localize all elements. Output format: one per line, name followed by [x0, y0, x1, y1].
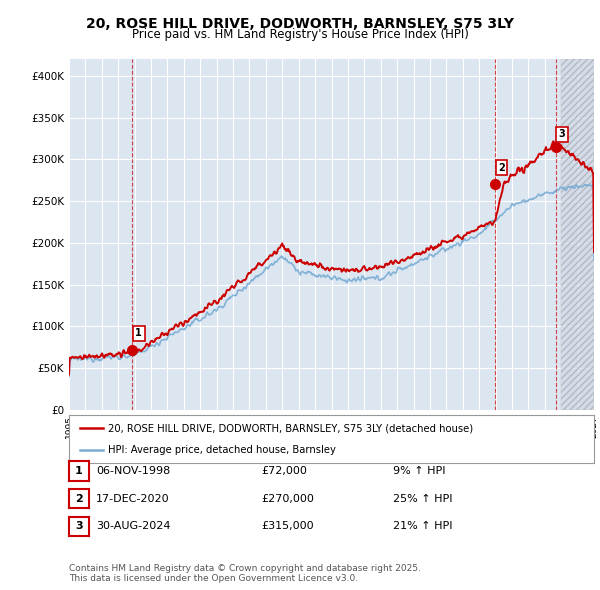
Text: £270,000: £270,000 — [261, 494, 314, 503]
Text: 1: 1 — [75, 466, 83, 476]
Text: 3: 3 — [75, 522, 83, 531]
Text: 21% ↑ HPI: 21% ↑ HPI — [393, 522, 452, 531]
Text: £315,000: £315,000 — [261, 522, 314, 531]
Text: £72,000: £72,000 — [261, 466, 307, 476]
Text: 3: 3 — [559, 129, 566, 139]
Text: 2: 2 — [75, 494, 83, 503]
Text: 20, ROSE HILL DRIVE, DODWORTH, BARNSLEY, S75 3LY (detached house): 20, ROSE HILL DRIVE, DODWORTH, BARNSLEY,… — [109, 423, 473, 433]
Text: 25% ↑ HPI: 25% ↑ HPI — [393, 494, 452, 503]
Text: 06-NOV-1998: 06-NOV-1998 — [96, 466, 170, 476]
Bar — [561, 59, 594, 410]
Text: HPI: Average price, detached house, Barnsley: HPI: Average price, detached house, Barn… — [109, 445, 336, 455]
Text: 17-DEC-2020: 17-DEC-2020 — [96, 494, 170, 503]
Text: 20, ROSE HILL DRIVE, DODWORTH, BARNSLEY, S75 3LY: 20, ROSE HILL DRIVE, DODWORTH, BARNSLEY,… — [86, 17, 514, 31]
Text: Contains HM Land Registry data © Crown copyright and database right 2025.
This d: Contains HM Land Registry data © Crown c… — [69, 563, 421, 583]
Text: 1: 1 — [136, 328, 142, 338]
Text: 9% ↑ HPI: 9% ↑ HPI — [393, 466, 445, 476]
Text: 30-AUG-2024: 30-AUG-2024 — [96, 522, 170, 531]
Text: 2: 2 — [498, 163, 505, 173]
Text: Price paid vs. HM Land Registry's House Price Index (HPI): Price paid vs. HM Land Registry's House … — [131, 28, 469, 41]
